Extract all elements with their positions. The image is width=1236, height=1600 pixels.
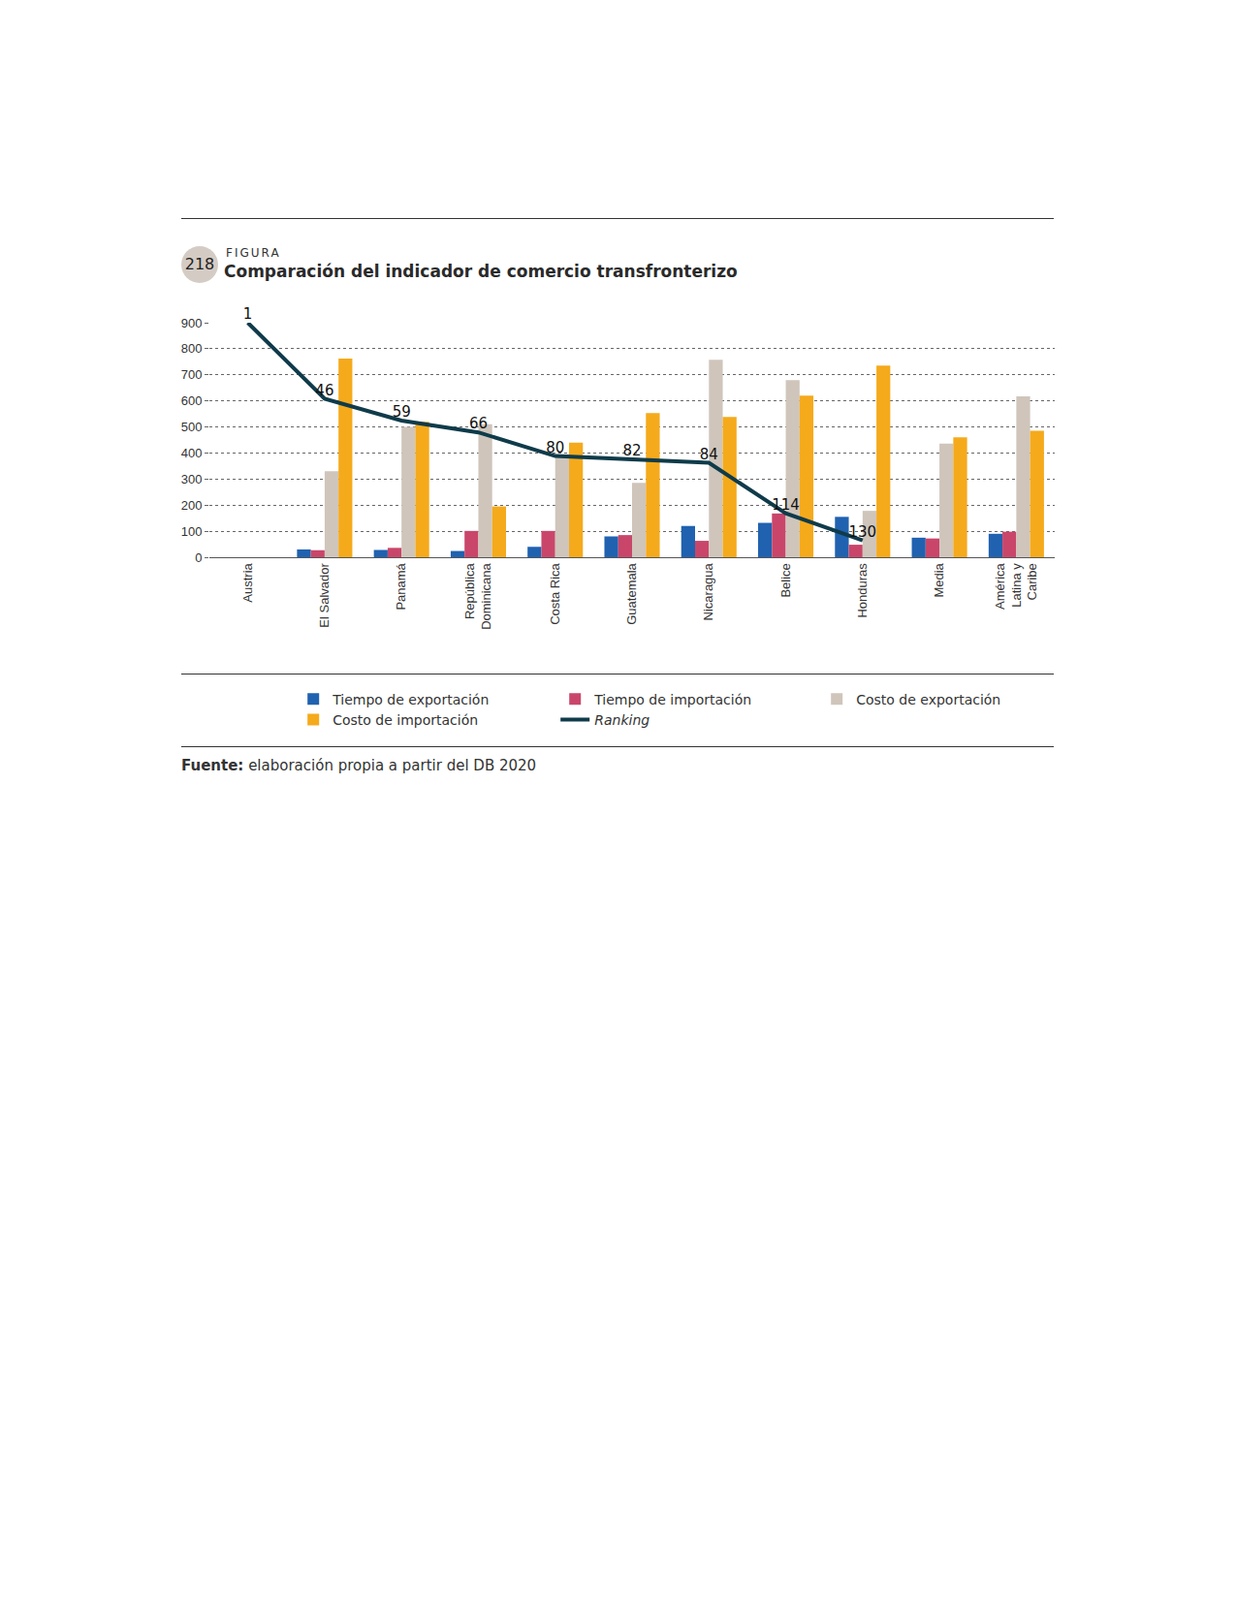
html-text:218: 218 <box>184 254 215 274</box>
svg-text:59: 59 <box>392 403 412 421</box>
svg-text:Belice: Belice <box>778 563 793 598</box>
svg-text:800: 800 <box>181 341 203 356</box>
html-text:FIGURA: FIGURA <box>225 246 281 260</box>
svg-text:0: 0 <box>194 550 202 566</box>
svg-text:Ranking: Ranking <box>594 712 650 729</box>
svg-text:400: 400 <box>181 445 203 461</box>
svg-text:1: 1 <box>243 305 254 323</box>
svg-text:Panamá: Panamá <box>393 562 409 610</box>
svg-text:RepúblicaDominicana: RepúblicaDominicana <box>462 562 494 630</box>
svg-text:900: 900 <box>181 316 203 331</box>
svg-text:Media: Media <box>931 562 947 598</box>
svg-text:Costa Rica: Costa Rica <box>547 562 563 625</box>
svg-text:500: 500 <box>181 419 203 435</box>
svg-text:Tiempo de exportación: Tiempo de exportación <box>331 692 489 708</box>
svg-text:66: 66 <box>469 414 488 433</box>
svg-text:100: 100 <box>181 524 203 539</box>
svg-text:Honduras: Honduras <box>855 563 870 619</box>
svg-text:200: 200 <box>181 498 203 513</box>
svg-text:Costo de exportación: Costo de exportación <box>855 692 1001 708</box>
svg-text:82: 82 <box>622 442 641 460</box>
svg-text:Costo de importación: Costo de importación <box>332 712 478 729</box>
svg-text:600: 600 <box>181 393 203 409</box>
svg-text:Austria: Austria <box>240 562 255 603</box>
svg-text:Nicaragua: Nicaragua <box>700 562 716 621</box>
html-text:Fuente: elaboración propia a p: Fuente: elaboración propia a partir del … <box>181 757 537 775</box>
svg-text:80: 80 <box>545 439 565 457</box>
svg-text:Guatemala: Guatemala <box>624 562 639 625</box>
svg-text:700: 700 <box>181 367 203 382</box>
svg-text:300: 300 <box>181 472 203 487</box>
svg-text:AméricaLatina yCaribe: AméricaLatina yCaribe <box>992 562 1041 609</box>
svg-text:114: 114 <box>771 496 800 514</box>
svg-text:46: 46 <box>315 381 334 400</box>
svg-text:El Salvador: El Salvador <box>316 563 332 629</box>
svg-text:84: 84 <box>699 445 719 464</box>
svg-text:Tiempo de importación: Tiempo de importación <box>593 692 752 708</box>
html-text:Comparación del indicador de c: Comparación del indicador de comercio tr… <box>223 261 738 282</box>
svg-text:130: 130 <box>848 523 877 541</box>
